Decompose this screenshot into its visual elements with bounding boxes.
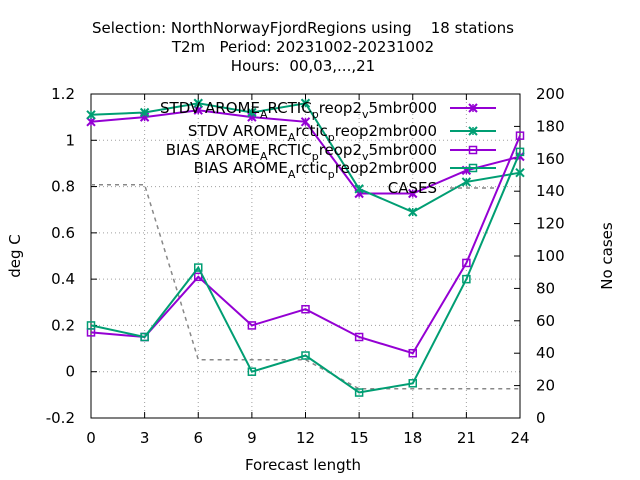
data-point <box>408 348 417 358</box>
legend-label: STDV AROMEARCTICpreop2v5mbr000 <box>160 99 437 121</box>
data-point <box>194 263 203 272</box>
data-point <box>515 167 525 178</box>
data-point <box>86 321 96 330</box>
series-2 <box>86 98 525 217</box>
x-tick-label: 18 <box>403 429 422 447</box>
y-tick-label: 1.2 <box>51 85 75 103</box>
y-tick-label: 0.8 <box>51 178 75 196</box>
title-line: Selection: NorthNorwayFjordRegions using… <box>92 19 514 37</box>
legend-entry: BIAS AROMEArcticpreop2mbr000 <box>194 159 496 181</box>
data-point <box>247 107 257 118</box>
data-point <box>468 103 478 113</box>
series-layer <box>86 98 525 397</box>
x-tick-label: 0 <box>86 429 96 447</box>
x-tick-label: 21 <box>457 429 476 447</box>
data-point <box>515 131 525 140</box>
data-point <box>300 117 311 127</box>
y2-tick-label: 0 <box>536 409 546 427</box>
title-line: Hours: 00,03,...,21 <box>231 57 375 75</box>
legend-label: BIAS AROMEARCTICpreop2v5mbr000 <box>166 141 437 163</box>
legend-entry: BIAS AROMEARCTICpreop2v5mbr000 <box>166 141 496 163</box>
data-point <box>193 105 203 115</box>
series-line <box>91 183 520 390</box>
data-point <box>301 351 310 360</box>
x-tick-label: 9 <box>247 429 257 447</box>
data-point <box>193 98 203 108</box>
x-tick-label: 6 <box>193 429 203 447</box>
y-tick-label: 0 <box>65 363 75 381</box>
series-5 <box>91 183 520 390</box>
chart-title: Selection: NorthNorwayFjordRegions using… <box>92 19 514 75</box>
data-point <box>247 321 257 330</box>
y2-tick-label: 160 <box>536 150 565 168</box>
y2-tick-label: 120 <box>536 215 565 233</box>
x-tick-label: 3 <box>140 429 150 447</box>
y2-tick-label: 180 <box>536 117 565 135</box>
legend-label: BIAS AROMEArcticpreop2mbr000 <box>194 159 437 181</box>
y2-tick-label: 80 <box>536 279 555 297</box>
axis-ticks: 0 3 6 9 12 15 18 21 24 -0.2 0 0.2 0.4 0.6 0.8 1 1.2 0 20 40… <box>46 85 565 447</box>
x-tick-label: 12 <box>296 429 315 447</box>
y2-tick-label: 100 <box>536 247 565 265</box>
legend-entry: STDV AROMEARCTICpreop2v5mbr000 <box>160 99 496 121</box>
data-point <box>461 177 472 187</box>
y2-tick-label: 200 <box>536 85 565 103</box>
data-point <box>140 332 149 342</box>
x-tick-label: 15 <box>350 429 369 447</box>
data-point <box>408 207 418 217</box>
data-point <box>86 117 96 127</box>
data-point <box>354 332 364 342</box>
x-axis-label: Forecast length <box>245 456 361 474</box>
legend-entry: CASES <box>388 179 496 197</box>
legend-label: STDV AROMEArcticpreop2mbr000 <box>188 122 437 144</box>
y-tick-label: 0.2 <box>51 316 75 334</box>
legend-entry: STDV AROMEArcticpreop2mbr000 <box>188 122 496 144</box>
data-point <box>247 367 257 376</box>
data-point <box>86 110 96 120</box>
data-point <box>462 274 471 284</box>
data-point <box>139 107 150 118</box>
data-point <box>354 388 364 397</box>
y-tick-label: -0.2 <box>46 409 75 427</box>
y-tick-label: 0.4 <box>51 270 75 288</box>
y-axis-label: deg C <box>6 234 24 278</box>
data-point <box>408 379 417 388</box>
data-point <box>194 272 203 282</box>
x-tick-label: 24 <box>510 429 529 447</box>
data-point <box>300 98 311 108</box>
data-point <box>515 147 525 157</box>
data-point <box>462 258 471 268</box>
series-line <box>90 151 521 394</box>
y2-tick-label: 20 <box>536 377 555 395</box>
y2-tick-label: 40 <box>536 344 555 362</box>
data-point <box>468 163 478 173</box>
y-tick-label: 1 <box>65 131 75 149</box>
data-point <box>301 304 310 314</box>
series-4 <box>86 147 525 397</box>
data-point <box>408 188 418 199</box>
y2-axis-label: No cases <box>598 222 616 290</box>
y2-tick-label: 140 <box>536 182 565 200</box>
data-point <box>468 126 478 136</box>
data-point <box>354 184 364 194</box>
y2-tick-label: 60 <box>536 312 555 330</box>
y-tick-label: 0.6 <box>51 224 75 242</box>
data-point <box>468 145 478 155</box>
title-line: T2m Period: 20231002-20231002 <box>171 38 434 56</box>
series-line <box>90 135 521 355</box>
legend-label: CASES <box>388 179 437 197</box>
